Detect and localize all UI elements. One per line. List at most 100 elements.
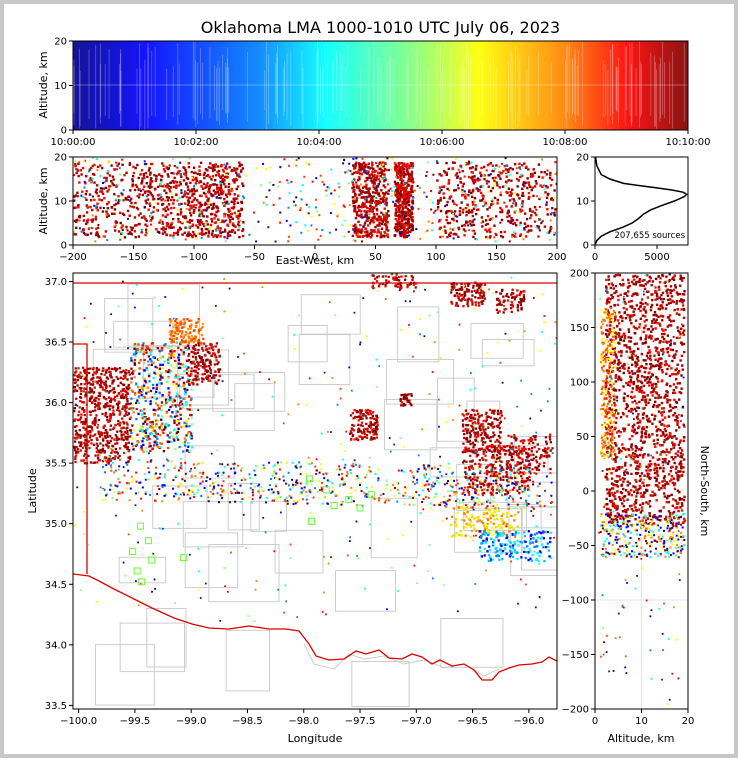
ew-source [238, 214, 241, 217]
ew-source [493, 184, 496, 187]
plan-source [91, 420, 94, 424]
plan-source [91, 401, 94, 405]
ew-source [353, 228, 357, 231]
ew-source [315, 198, 318, 201]
ew-source [121, 228, 124, 231]
ew-source [439, 209, 443, 213]
ew-source [546, 213, 549, 216]
plan-source [361, 436, 364, 439]
hist-y-tick-label: 0 [583, 241, 589, 252]
plan-source [167, 387, 170, 390]
plan-source [151, 447, 154, 450]
ew-source [506, 210, 510, 214]
ew-source [105, 215, 109, 219]
plan-source [479, 463, 482, 466]
plan-source [370, 436, 373, 439]
ew-source [369, 194, 372, 197]
plan-source [78, 441, 81, 444]
ew-source [191, 200, 194, 204]
ew-source [208, 226, 211, 229]
ew-source [202, 208, 205, 212]
plan-source [365, 422, 368, 426]
ew-source [78, 181, 81, 184]
ew-source [528, 209, 532, 213]
ew-source [529, 225, 533, 228]
plan-source [126, 400, 129, 403]
plan-source [467, 428, 470, 431]
plan-source [89, 431, 92, 434]
plan-source [190, 413, 193, 417]
plan-source [365, 410, 368, 414]
plan-source [184, 339, 187, 342]
plan-source [123, 444, 126, 448]
ew-source [146, 195, 149, 198]
ew-source [549, 219, 552, 222]
ew-source [364, 185, 368, 189]
plan-source [99, 448, 102, 452]
ew-source [233, 224, 236, 227]
ew-source [400, 162, 403, 165]
plan-source [495, 488, 499, 491]
ew-source [337, 182, 340, 185]
figure-canvas: Oklahoma LMA 1000-1010 UTC July 06, 2023… [26, 18, 711, 745]
plan-source [493, 472, 496, 475]
plan-source [534, 455, 538, 459]
plan-source [374, 421, 377, 424]
ew-source [455, 220, 459, 223]
ew-source [91, 208, 94, 212]
ew-source [167, 208, 170, 211]
plan-source [90, 390, 93, 393]
plan-source [188, 404, 192, 407]
ew-source [76, 169, 80, 172]
ew-source [186, 185, 190, 188]
plan-source [374, 425, 378, 429]
ew-source [411, 228, 415, 232]
ew-source [409, 215, 413, 219]
plan-source [504, 489, 507, 492]
ew-source [203, 209, 207, 212]
ew-source [363, 209, 366, 213]
ew-source [391, 189, 394, 192]
plan-source [360, 409, 363, 412]
ew-source [389, 187, 392, 190]
ew-source [463, 175, 466, 178]
ew-source [394, 217, 397, 221]
plan-source [376, 420, 379, 423]
plan-source [90, 426, 94, 429]
plan-source [168, 318, 172, 321]
plan-source [105, 398, 108, 401]
ew-x-tick-label: 150 [487, 252, 506, 263]
plan-source [209, 371, 212, 374]
plan-source [153, 356, 157, 359]
ew-source [182, 166, 185, 169]
plan-source [119, 421, 122, 424]
plan-source [362, 413, 365, 416]
ew-source [372, 183, 376, 186]
ew-source [140, 169, 144, 172]
plan-source [183, 437, 186, 440]
plan-source [179, 417, 183, 420]
ew-source [505, 175, 508, 178]
ew-source [476, 187, 479, 190]
plan-source [404, 393, 407, 396]
plan-source [83, 413, 86, 417]
ew-source [519, 173, 522, 176]
ew-source [108, 159, 111, 162]
ew-source [317, 238, 320, 241]
plan-source [475, 489, 478, 492]
ew-source [415, 228, 418, 231]
ew-source [198, 211, 201, 214]
ew-ylabel: Altitude, km [37, 167, 50, 234]
ew-source [131, 233, 134, 236]
ew-source [484, 202, 488, 206]
plan-source [366, 408, 370, 412]
ew-source [462, 193, 465, 196]
ew-source [363, 198, 366, 201]
ew-source [200, 221, 204, 224]
plan-source [74, 457, 77, 460]
ew-source [326, 186, 329, 189]
ew-source [365, 210, 369, 213]
ew-source [551, 198, 555, 202]
ew-source [487, 190, 490, 193]
plan-source [174, 405, 178, 408]
